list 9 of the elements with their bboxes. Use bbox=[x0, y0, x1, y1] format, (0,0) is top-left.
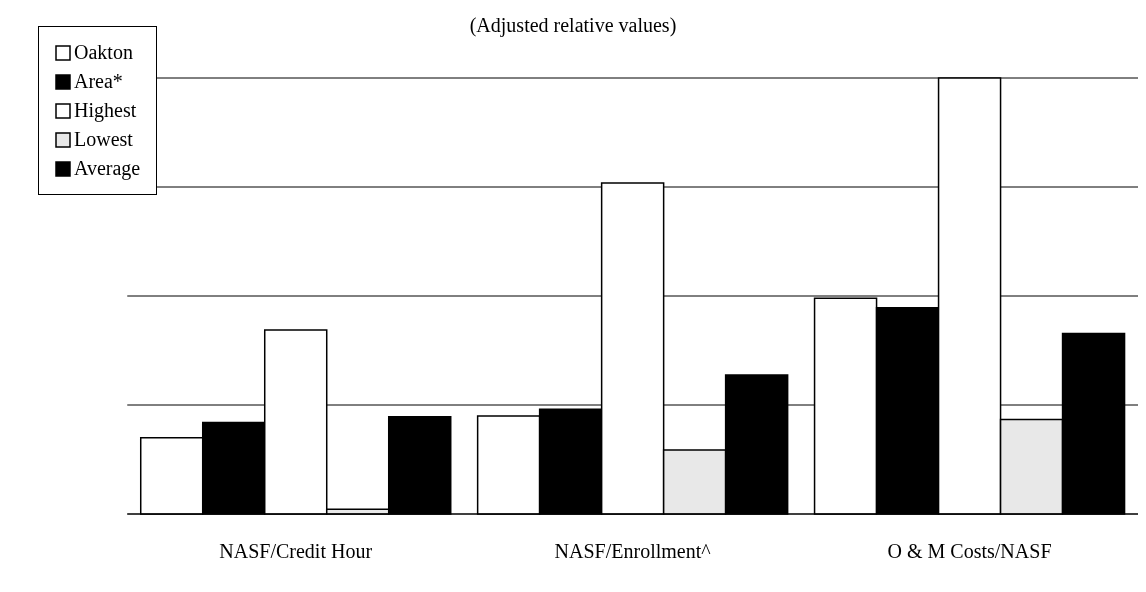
legend-label: Oakton bbox=[74, 41, 133, 64]
legend-label: Lowest bbox=[74, 128, 133, 151]
chart-title: (Adjusted relative values) bbox=[468, 14, 678, 37]
legend-label: Area* bbox=[74, 70, 123, 93]
x-tick-label: O & M Costs/NASF bbox=[887, 540, 1052, 563]
legend-label: Average bbox=[74, 157, 141, 180]
legend-label: Highest bbox=[74, 99, 137, 122]
x-tick-label: NASF/Enrollment^ bbox=[554, 540, 712, 563]
x-tick-label: NASF/Credit Hour bbox=[219, 540, 373, 563]
